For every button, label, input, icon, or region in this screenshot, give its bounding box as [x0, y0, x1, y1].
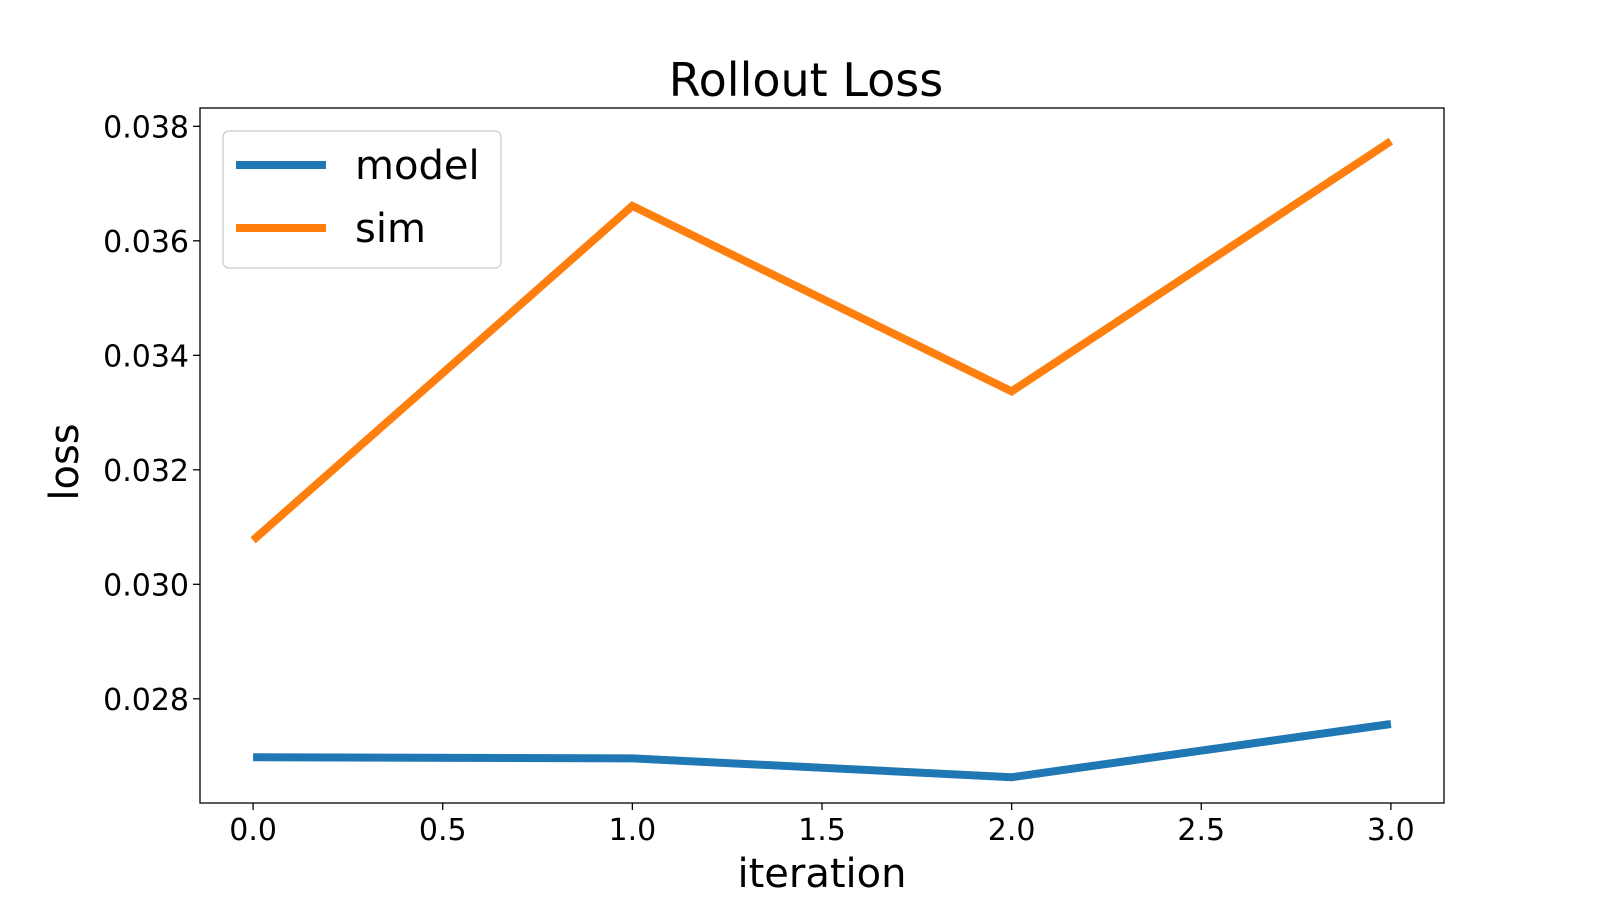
y-tick-label: 0.038	[103, 110, 189, 145]
x-tick-label: 1.0	[609, 813, 657, 848]
legend-label-sim: sim	[355, 206, 426, 252]
y-axis-title: loss	[42, 423, 88, 500]
series-lines	[250, 137, 1394, 782]
x-tick-label: 0.5	[419, 813, 467, 848]
x-tick-label: 2.5	[1177, 813, 1225, 848]
legend: model sim	[222, 130, 502, 269]
chart-title: Rollout Loss	[669, 53, 943, 107]
y-axis-ticks: 0.028 0.030 0.032 0.034 0.036 0.038	[103, 110, 200, 718]
x-axis-ticks: 0.0 0.5 1.0 1.5 2.0 2.5 3.0	[229, 803, 1415, 848]
x-tick-label: 2.0	[988, 813, 1036, 848]
series-line-model	[253, 720, 1392, 782]
y-tick-label: 0.034	[103, 339, 189, 374]
x-tick-label: 3.0	[1367, 813, 1415, 848]
y-tick-label: 0.036	[103, 225, 189, 260]
x-tick-label: 1.5	[798, 813, 846, 848]
x-axis-title: iteration	[738, 851, 907, 897]
series-line-sim	[250, 137, 1394, 544]
y-tick-label: 0.028	[103, 683, 189, 718]
y-tick-label: 0.032	[103, 454, 189, 489]
y-tick-label: 0.030	[103, 568, 189, 603]
x-tick-label: 0.0	[229, 813, 277, 848]
legend-label-model: model	[355, 143, 480, 189]
